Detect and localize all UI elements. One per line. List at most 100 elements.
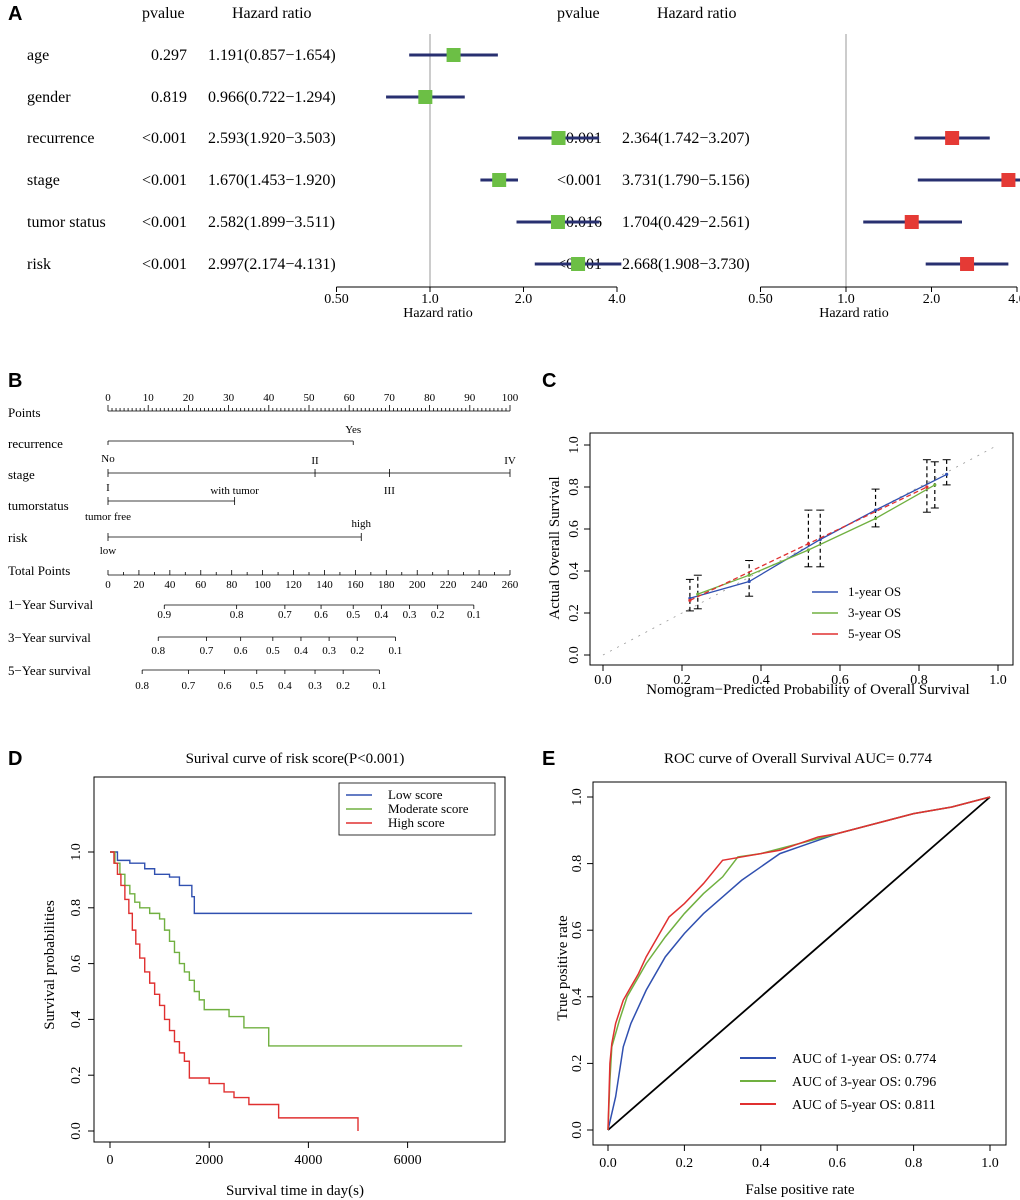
y3-tick-label: 0.7 xyxy=(200,645,214,657)
multi-pvalue-header: pvalue xyxy=(557,5,600,22)
roc-y-tick-label: 0.6 xyxy=(570,921,585,939)
forest-multi-pvalue: <0.001 xyxy=(557,172,602,189)
nomo-y3-label: 3−Year survival xyxy=(8,630,91,645)
km-y-tick-label: 0.8 xyxy=(69,899,84,917)
roc-plot: ROC curve of Overall Survival AUC= 0.774… xyxy=(555,751,1007,1198)
calib-point xyxy=(806,548,811,552)
nomo-y5-label: 5−Year survival xyxy=(8,663,91,678)
calib-legend-label: 5-year OS xyxy=(848,626,901,641)
y3-tick-label: 0.3 xyxy=(322,645,336,657)
roc-x-tick-label: 0.6 xyxy=(828,1156,846,1171)
points-tick-label: 50 xyxy=(304,392,316,404)
nomo-total-label: Total Points xyxy=(8,563,70,578)
uni-hr-marker xyxy=(492,173,507,187)
km-series-curve xyxy=(110,851,463,1047)
panel-label-b: B xyxy=(8,370,22,392)
calib-frame xyxy=(589,432,1014,666)
calib-x-tick-label: 0.0 xyxy=(594,673,612,688)
points-tick-label: 60 xyxy=(344,392,356,404)
points-tick-label: 10 xyxy=(143,392,155,404)
forest-multi-hr: 2.668(1.908−3.730) xyxy=(622,256,750,273)
panel-label-e: E xyxy=(542,748,555,770)
forest-row-label: risk xyxy=(27,256,51,273)
uni-forest-xlabel: Hazard ratio xyxy=(403,306,473,321)
calib-x-tick-label: 0.8 xyxy=(910,673,928,688)
y3-tick-label: 0.1 xyxy=(389,645,403,657)
calib-point xyxy=(873,516,878,521)
nomo-points-label: Points xyxy=(8,405,41,420)
roc-legend-label: AUC of 5-year OS: 0.811 xyxy=(792,1098,936,1113)
multi-hr-marker xyxy=(1001,173,1016,187)
km-legend-label: High score xyxy=(388,815,445,830)
total-tick-label: 60 xyxy=(195,579,207,591)
total-tick-label: 140 xyxy=(316,579,333,591)
calib-point xyxy=(806,542,811,546)
stage-i-label: I xyxy=(106,482,110,494)
panel-label-c: C xyxy=(542,370,556,392)
risk-low-label: low xyxy=(100,545,117,557)
forest-row-label: gender xyxy=(27,89,71,106)
uni-forest-tick-label: 1.0 xyxy=(421,292,439,307)
total-tick-label: 220 xyxy=(440,579,457,591)
y1-tick-label: 0.5 xyxy=(346,609,360,621)
forest-row-label: stage xyxy=(27,172,60,189)
km-y-tick-label: 1.0 xyxy=(69,843,84,861)
stage-ii-label: II xyxy=(311,455,319,467)
y5-tick-label: 0.3 xyxy=(308,680,322,692)
risk-high-label: high xyxy=(351,518,371,530)
y3-tick-label: 0.6 xyxy=(234,645,248,657)
km-series-curve xyxy=(110,851,359,1131)
roc-diagonal xyxy=(607,796,991,1131)
calib-point xyxy=(873,508,878,512)
calib-y-tick-label: 0.8 xyxy=(567,478,582,496)
multi-forest-xlabel: Hazard ratio xyxy=(819,306,889,321)
calib-point xyxy=(688,598,692,603)
calib-y-tick-label: 1.0 xyxy=(567,436,582,454)
calib-legend-label: 3-year OS xyxy=(848,605,901,620)
uni-hr-header: Hazard ratio xyxy=(232,5,312,22)
km-legend-label: Low score xyxy=(388,787,443,802)
nomogram: Points recurrence stage tumorstatus risk… xyxy=(8,392,519,692)
total-tick-label: 240 xyxy=(471,579,488,591)
total-tick-label: 0 xyxy=(105,579,111,591)
km-y-tick-label: 0.0 xyxy=(69,1122,84,1140)
nomo-tumorstatus-label: tumorstatus xyxy=(8,498,69,513)
km-y-tick-label: 0.2 xyxy=(69,1066,84,1084)
points-tick-label: 20 xyxy=(183,392,195,404)
uni-hr-marker xyxy=(418,90,433,104)
forest-uni-pvalue: <0.001 xyxy=(142,130,187,147)
km-x-tick-label: 6000 xyxy=(394,1153,422,1168)
roc-x-tick-label: 0.0 xyxy=(599,1156,617,1171)
uni-hr-marker xyxy=(571,257,586,271)
forest-uni-pvalue: <0.001 xyxy=(142,172,187,189)
roc-x-tick-label: 0.2 xyxy=(676,1156,694,1171)
roc-xlabel: False positive rate xyxy=(745,1182,854,1198)
uni-forest-tick-label: 2.0 xyxy=(515,292,533,307)
y5-tick-label: 0.8 xyxy=(135,680,149,692)
total-tick-label: 100 xyxy=(254,579,271,591)
nomo-y1-label: 1−Year Survival xyxy=(8,597,93,612)
calib-diagonal xyxy=(602,444,999,656)
multi-hr-marker xyxy=(904,215,919,229)
roc-x-tick-label: 1.0 xyxy=(981,1156,999,1171)
roc-legend-label: AUC of 3-year OS: 0.796 xyxy=(792,1075,936,1090)
uni-forest-tick-label: 0.50 xyxy=(324,292,349,307)
km-xlabel: Survival time in day(s) xyxy=(226,1183,364,1199)
total-tick-label: 80 xyxy=(226,579,238,591)
km-frame xyxy=(93,776,506,1143)
total-tick-label: 160 xyxy=(347,579,364,591)
calib-xlabel: Nomogram−Predicted Probability of Overal… xyxy=(646,682,969,698)
uni-forest-tick-label: 4.0 xyxy=(608,292,626,307)
panel-label-d: D xyxy=(8,748,22,770)
calib-point xyxy=(747,573,751,577)
uni-pvalue-header: pvalue xyxy=(142,5,185,22)
forest-uni-pvalue: <0.001 xyxy=(142,214,187,231)
points-tick-label: 90 xyxy=(464,392,476,404)
calib-y-tick-label: 0.6 xyxy=(567,520,582,538)
y5-tick-label: 0.7 xyxy=(182,680,196,692)
panel-label-a: A xyxy=(8,3,22,25)
total-tick-label: 20 xyxy=(133,579,145,591)
calib-x-tick-label: 0.4 xyxy=(752,673,770,688)
y1-tick-label: 0.1 xyxy=(467,609,481,621)
